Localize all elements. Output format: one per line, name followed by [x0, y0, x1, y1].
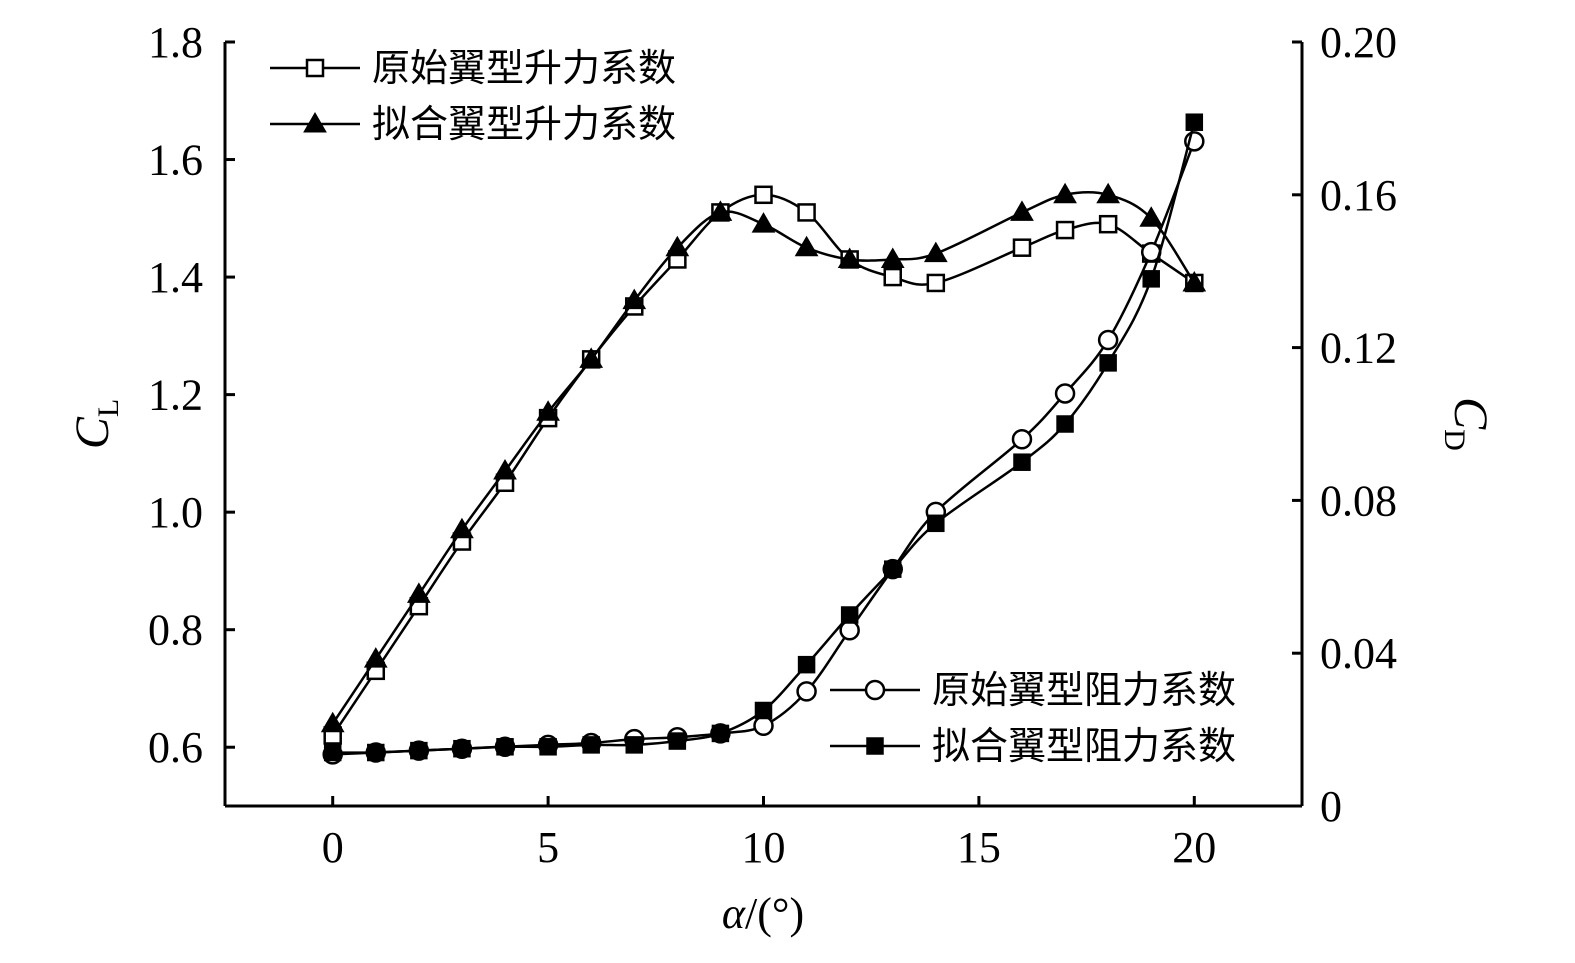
- data-point: [1098, 214, 1118, 234]
- data-point: [410, 741, 428, 760]
- x-tick-label: 0: [322, 823, 344, 872]
- data-point: [453, 739, 471, 758]
- data-point: [536, 400, 560, 421]
- data-point: [406, 582, 431, 603]
- data-point: [1054, 383, 1076, 404]
- series-3: [323, 113, 1204, 762]
- x-tick-label: 20: [1172, 823, 1216, 872]
- data-point: [1013, 453, 1031, 471]
- data-point: [1096, 182, 1121, 204]
- left-y-tick-label: 1.0: [148, 488, 203, 537]
- series-line: [331, 190, 1196, 725]
- data-point: [708, 200, 733, 221]
- x-axis-title: α/(°): [722, 889, 804, 938]
- data-point: [1182, 270, 1207, 292]
- left-y-tick-label: 0.8: [148, 606, 203, 655]
- data-point: [1099, 354, 1117, 372]
- data-point: [1011, 429, 1033, 450]
- data-point: [753, 715, 774, 737]
- data-point: [927, 514, 945, 533]
- data-point: [1142, 270, 1160, 288]
- x-tick-label: 15: [957, 823, 1001, 872]
- data-point: [450, 517, 474, 539]
- data-point: [323, 743, 342, 762]
- left-y-tick-label: 1.8: [148, 18, 203, 67]
- legend-marker: [305, 58, 325, 78]
- series-line: [331, 193, 1196, 737]
- legend-label: 原始翼型升力系数: [372, 46, 676, 90]
- data-point: [840, 606, 859, 624]
- data-point: [923, 241, 948, 263]
- data-point: [926, 273, 946, 293]
- data-point: [367, 743, 385, 762]
- right-y-axis-title: CD: [1438, 397, 1497, 451]
- right-y-tick-label: 0.16: [1320, 171, 1397, 220]
- left-y-tick-label: 1.6: [148, 136, 203, 185]
- legend-label: 拟合翼型阻力系数: [932, 724, 1236, 768]
- legend-item: 拟合翼型阻力系数: [830, 724, 1236, 768]
- data-point: [579, 347, 604, 368]
- data-point: [625, 736, 644, 754]
- right-y-tick-label: 0.04: [1320, 629, 1397, 678]
- data-point: [496, 738, 514, 756]
- data-point: [754, 185, 773, 205]
- data-point: [883, 267, 902, 287]
- data-point: [363, 647, 388, 668]
- data-point: [1097, 329, 1119, 351]
- data-point: [493, 459, 517, 480]
- legend-marker: [864, 679, 886, 701]
- data-point: [665, 235, 690, 257]
- data-point: [1012, 238, 1032, 257]
- data-point: [711, 724, 730, 743]
- legend-label: 原始翼型阻力系数: [932, 668, 1236, 712]
- legend-item: 原始翼型阻力系数: [830, 668, 1236, 712]
- data-point: [883, 560, 902, 578]
- data-point: [796, 681, 817, 702]
- data-point: [1010, 200, 1034, 221]
- left-y-tick-label: 1.4: [148, 253, 203, 302]
- data-point: [751, 212, 776, 233]
- right-y-tick-label: 0.20: [1320, 18, 1397, 67]
- legend-item: 原始翼型升力系数: [270, 46, 676, 90]
- data-point: [622, 288, 647, 310]
- series-1: [320, 182, 1207, 733]
- ticks: 0 5 10 15 20 0.6 0.8 1.0 1.2 1.4 1.6 1.8 0 0.04 0.08 0.…: [148, 18, 1397, 872]
- data-point: [794, 235, 819, 257]
- legend-item: 拟合翼型升力系数: [270, 102, 676, 146]
- right-y-tick-label: 0.08: [1320, 476, 1397, 525]
- data-point: [837, 247, 862, 268]
- left-y-axis-title: CL: [66, 399, 125, 449]
- data-point: [320, 711, 345, 733]
- data-point: [1055, 220, 1075, 240]
- data-point: [797, 655, 816, 674]
- left-y-tick-label: 1.2: [148, 371, 203, 420]
- left-y-tick-label: 0.6: [148, 723, 203, 772]
- right-y-tick-label: 0: [1320, 782, 1342, 831]
- legend-label: 拟合翼型升力系数: [372, 102, 676, 146]
- series-0: [323, 185, 1204, 745]
- right-y-tick-label: 0.12: [1320, 324, 1397, 373]
- data-point: [880, 247, 905, 268]
- data-point: [582, 736, 600, 754]
- data-point: [754, 701, 773, 720]
- legend-marker: [303, 112, 327, 133]
- data-point: [797, 203, 816, 222]
- legend-marker: [866, 737, 884, 755]
- x-tick-label: 10: [742, 823, 786, 872]
- data-point: [1056, 415, 1074, 433]
- x-tick-label: 5: [537, 823, 559, 872]
- data-point: [539, 738, 557, 756]
- series-layer: [320, 113, 1207, 765]
- data-point: [1053, 182, 1077, 204]
- data-point: [1185, 113, 1204, 131]
- data-point: [668, 732, 687, 750]
- data-point: [1139, 206, 1164, 227]
